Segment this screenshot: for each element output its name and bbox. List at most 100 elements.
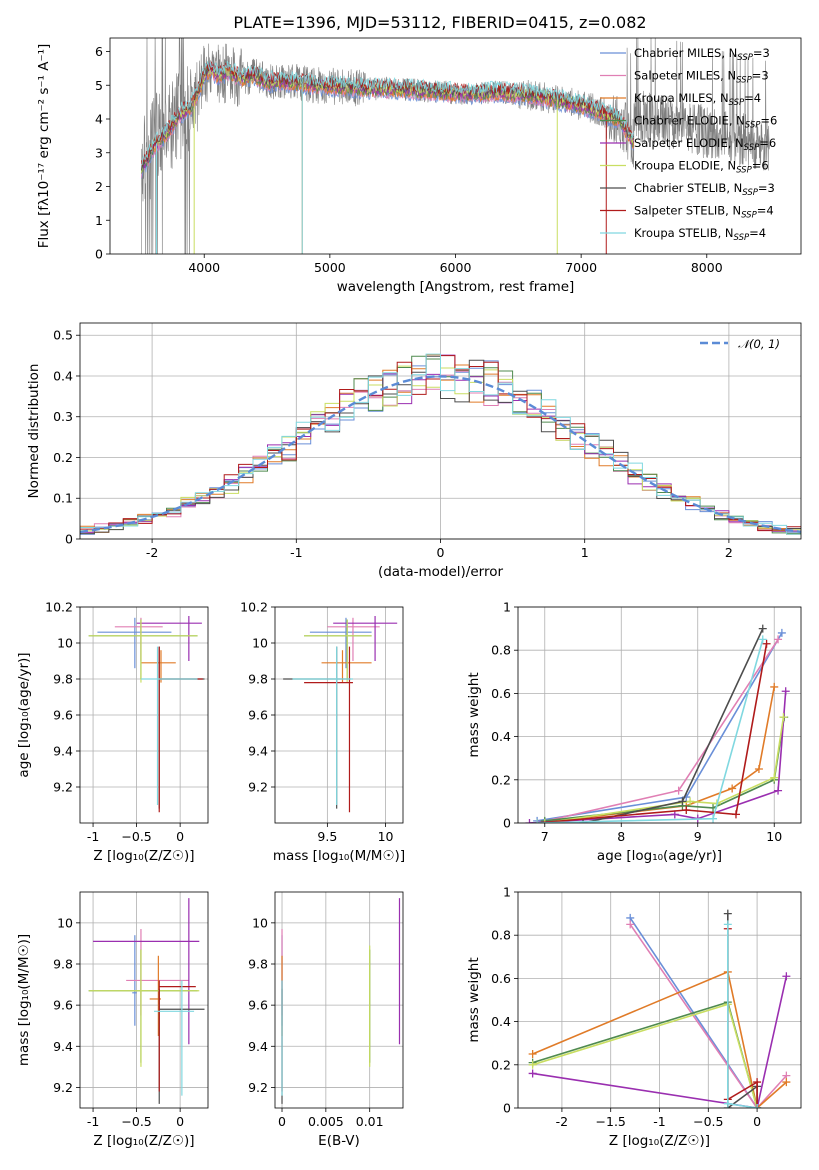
mass-weight-point <box>781 687 790 696</box>
legend-entry: Kroupa ELODIE, NSSP=6 <box>634 159 769 176</box>
mass-weight-series <box>582 628 764 823</box>
mass-weight-point <box>754 765 763 773</box>
x-tick-label: 10 <box>766 829 782 844</box>
x-tick-label: 7000 <box>565 260 597 275</box>
y-tick-label: 9.2 <box>248 780 268 795</box>
mass-weight-series <box>532 976 788 1108</box>
y-tick-label: 0 <box>503 1101 511 1116</box>
x-tick-label: 0 <box>437 545 445 560</box>
x-tick-label: -2 <box>556 1114 568 1129</box>
x-tick-label: 0 <box>278 1114 286 1129</box>
plot-area <box>528 909 791 1108</box>
y-axis-label: mass weight <box>466 672 482 757</box>
y-tick-label: 9.8 <box>53 672 73 687</box>
age-vs-metallicity-panel: -1 −0.5 0 9.2 9.4 9.6 9.8 10 10.2 Z [log₁₀(Z/Z☉)]… <box>16 600 209 864</box>
axes: 0 0.005 0.01 9.2 9.4 9.6 9.8 10 E(B-V) <box>248 891 404 1149</box>
y-tick-label: 0.4 <box>491 729 511 744</box>
x-axis-label: E(B-V) <box>318 1133 360 1149</box>
mass-weight-point <box>626 920 635 929</box>
legend-entry: Salpeter ELODIE, NSSP=6 <box>634 136 776 153</box>
x-axis-label: age [log₁₀(age/yr)] <box>597 848 722 864</box>
x-tick-label: 0 <box>753 1114 761 1129</box>
y-tick-label: 9.2 <box>53 1080 73 1095</box>
y-tick-label: 0 <box>95 247 103 262</box>
legend: 𝒩(0, 1) <box>700 337 780 351</box>
x-tick-label: -1 <box>653 1114 665 1129</box>
x-tick-label: −0.5 <box>693 1114 723 1129</box>
y-tick-label: 0.4 <box>491 1014 511 1029</box>
x-tick-label: 5000 <box>314 260 346 275</box>
y-tick-label: 9.8 <box>53 957 73 972</box>
legend-entry: Chabrier STELIB, NSSP=3 <box>634 181 775 198</box>
y-tick-label: 0.1 <box>53 491 73 506</box>
mass-weight-point <box>753 1078 762 1087</box>
legend-entry: Chabrier ELODIE, NSSP=6 <box>634 114 777 131</box>
y-tick-label: 10 <box>252 636 268 651</box>
y-tick-label: 0.5 <box>53 328 73 343</box>
y-tick-label: 0.3 <box>53 409 73 424</box>
y-tick-label: 0.8 <box>491 643 511 658</box>
mass-weight-point <box>525 819 534 823</box>
y-tick-label: 10.2 <box>240 600 268 615</box>
normal-reference-curve <box>80 375 801 534</box>
grid <box>80 892 208 1108</box>
age-vs-mass-panel: 9.5 10 9.2 9.4 9.6 9.8 10 10.2 mass [log₁₀(M/M☉)… <box>240 600 405 865</box>
axes: 9.5 10 9.2 9.4 9.6 9.8 10 10.2 mass [log₁₀(M/M☉)… <box>240 600 405 865</box>
y-tick-label: 5 <box>95 78 103 93</box>
x-tick-label: 6000 <box>440 260 472 275</box>
x-axis-label: mass [log₁₀(M/M☉)] <box>273 848 405 864</box>
mass-weight-point <box>709 814 718 823</box>
x-tick-label: 0.01 <box>356 1114 384 1129</box>
x-tick-label: 0 <box>176 829 184 844</box>
axes-frame <box>79 322 802 540</box>
y-tick-label: 9.4 <box>53 1039 73 1054</box>
y-tick-label: 0.4 <box>53 368 73 383</box>
y-tick-label: 0.2 <box>491 1057 511 1072</box>
y-axis-label: Normed distribution <box>26 364 42 499</box>
axes-frame <box>79 606 209 824</box>
figure-title: PLATE=1396, MJD=53112, FIBERID=0415, z=0… <box>233 13 646 32</box>
mass-weight-point <box>723 920 732 929</box>
plot-area <box>80 353 801 535</box>
mass-weight-point <box>678 797 687 806</box>
mass-weight-point <box>774 786 783 795</box>
y-tick-label: 10.2 <box>45 600 73 615</box>
y-tick-label: 1 <box>503 885 511 900</box>
mass-weight-point <box>723 909 732 918</box>
legend-entry: Kroupa MILES, NSSP=4 <box>634 91 761 108</box>
mass-weight-point <box>758 635 767 644</box>
grid <box>275 606 403 823</box>
y-tick-label: 9.6 <box>53 708 73 723</box>
plot-area <box>525 624 790 823</box>
x-tick-label: 9 <box>694 829 702 844</box>
spectrum-panel: 4000 5000 6000 7000 8000 0 1 2 3 4 5 6 wavelength [A… <box>36 37 802 295</box>
grid <box>80 606 208 823</box>
mass-weight-point <box>782 972 791 981</box>
grid <box>275 892 403 1108</box>
mass-weight-point <box>777 628 786 637</box>
x-tick-label: 9.5 <box>317 829 337 844</box>
y-tick-label: 2 <box>95 179 103 194</box>
y-tick-label: 0.2 <box>491 772 511 787</box>
y-axis-label: Flux [fλ10⁻¹⁷ erg cm⁻² s⁻¹ A⁻¹] <box>36 44 52 249</box>
y-tick-label: 1 <box>503 600 511 615</box>
legend-entry: Chabrier MILES, NSSP=3 <box>634 46 770 63</box>
y-tick-label: 0 <box>503 816 511 831</box>
model-spectrum <box>141 60 635 166</box>
y-tick-label: 9.4 <box>248 744 268 759</box>
x-tick-label: 2 <box>725 545 733 560</box>
y-tick-label: 6 <box>95 44 103 59</box>
mass-weight-point <box>782 1078 791 1087</box>
residual-histogram-panel: -2 -1 0 1 2 0 0.1 0.2 0.3 0.4 0.5 (data-model)/erro… <box>26 322 802 580</box>
legend: Chabrier MILES, NSSP=3 Salpeter MILES, NS… <box>600 46 777 243</box>
x-tick-label: 8 <box>617 829 625 844</box>
mass-weight-point <box>762 639 771 648</box>
y-axis-label: mass weight <box>466 957 482 1042</box>
y-tick-label: 9.6 <box>248 998 268 1013</box>
mass-weight-point <box>528 1069 537 1078</box>
weight-vs-metallicity-panel: -2 −1.5 -1 −0.5 0 0 0.2 0.4 0.6 0.8 1 Z [log₁₀(Z/Z☉… <box>466 885 802 1149</box>
x-tick-label: 4000 <box>188 260 220 275</box>
y-tick-label: 9.6 <box>248 708 268 723</box>
mass-weight-series <box>537 639 764 823</box>
